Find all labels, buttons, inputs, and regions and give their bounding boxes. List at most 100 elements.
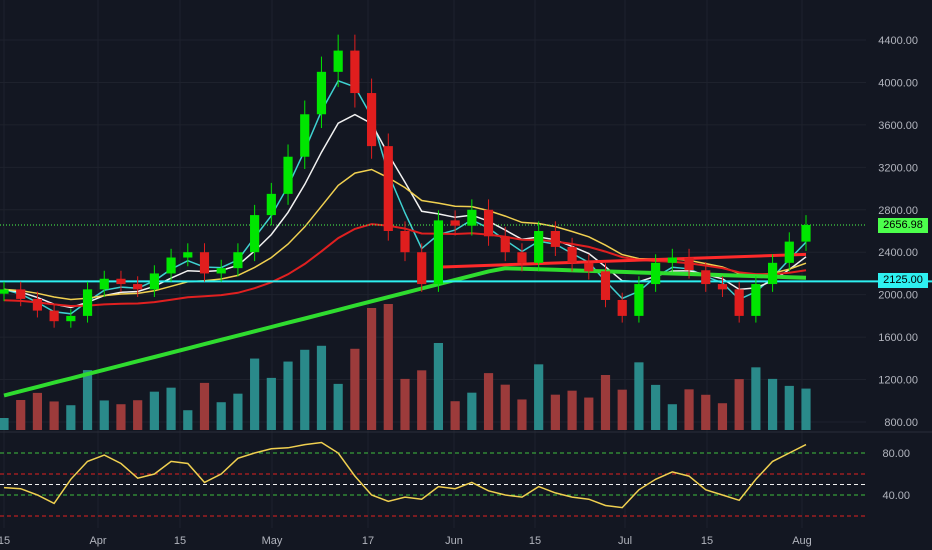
rsi-line[interactable] [3,441,807,509]
candle-body[interactable] [684,257,694,271]
volume-bar [617,389,627,430]
candle-body[interactable] [300,114,310,157]
time-tick-label: 15 [529,535,541,547]
price-tick-label: 4400.00 [878,35,918,47]
price-tick-label: 2400.00 [878,247,918,259]
volume-bar [99,400,109,430]
candle-body[interactable] [634,284,644,316]
last-price-label: 2656.98 [878,218,928,233]
candle-body[interactable] [133,284,143,290]
candle-body[interactable] [534,231,544,263]
volume-bar [66,405,76,430]
volume-bar [183,410,193,430]
price-tick-label: 2000.00 [878,290,918,302]
trendline[interactable] [438,252,807,269]
candle-body[interactable] [717,284,728,290]
volume-bar [517,399,527,430]
price-axis[interactable]: 4400.00 4000.00 3600.00 3200.00 2800.00 2400.… [878,35,918,429]
price-tick-label: 800.00 [884,417,918,429]
volume-bar [600,375,611,430]
volume-bar [149,391,159,430]
rsi-axis[interactable]: 80.00 40.00 [882,448,910,502]
volume-bar [199,382,210,430]
candle-body[interactable] [350,50,360,94]
candle-body[interactable] [400,231,410,253]
volume-bar [116,404,126,430]
candle-body[interactable] [149,273,159,290]
candle-body[interactable] [233,252,243,269]
candle-body[interactable] [82,289,93,316]
volume-bar [801,388,811,430]
candle-body[interactable] [617,299,627,316]
candle-body[interactable] [283,156,293,194]
candle-body[interactable] [99,278,109,290]
candle-body[interactable] [767,262,778,285]
volume-bar [634,362,644,430]
volume-bar [316,345,327,430]
rsi-tick-label: 80.00 [882,448,910,460]
time-tick-label: May [262,535,283,547]
candle-body[interactable] [500,236,510,253]
candle-body[interactable] [517,252,527,263]
time-tick-label: 17 [362,535,374,547]
candle-body[interactable] [16,289,26,299]
volume-bar [0,418,9,430]
candle-body[interactable] [600,271,611,300]
volume-bar [233,393,243,430]
candlesticks[interactable] [0,34,811,328]
sma-200-line [3,266,807,398]
candle-body[interactable] [417,252,427,285]
candle-body[interactable] [366,93,377,147]
candle-body[interactable] [701,270,711,285]
price-tick-label: 1200.00 [878,375,918,387]
rsi-pane[interactable] [0,441,866,517]
candle-body[interactable] [784,241,794,263]
candle-body[interactable] [333,50,343,72]
candle-body[interactable] [0,289,9,294]
candle-body[interactable] [66,315,76,322]
volume-bar [433,343,444,430]
candle-body[interactable] [183,252,193,258]
volume-bar [467,392,477,430]
volume-bar [333,383,343,430]
time-tick-label: Apr [89,535,106,547]
candle-body[interactable] [467,209,477,226]
support-price-label: 2125.00 [878,273,928,288]
candle-body[interactable] [651,262,661,285]
candle-body[interactable] [383,146,393,231]
candle-body[interactable] [450,220,460,226]
volume-bar [32,392,43,430]
candle-body[interactable] [32,298,43,311]
time-axis[interactable]: 15 Apr 15 May 17 Jun 15 Jul 15 Aug [0,535,812,547]
candle-body[interactable] [734,289,744,316]
volume-bar [784,385,794,430]
candle-body[interactable] [199,252,210,274]
candle-body[interactable] [266,193,276,216]
candle-body[interactable] [667,257,677,263]
candle-body[interactable] [483,209,494,237]
candle-body[interactable] [250,215,260,253]
candle-body[interactable] [49,310,59,322]
volume-bar [266,377,276,430]
candle-body[interactable] [166,257,176,274]
candle-body[interactable] [316,71,327,115]
candle-body[interactable] [584,262,594,272]
candle-body[interactable] [751,284,761,316]
price-tick-label: 3600.00 [878,120,918,132]
volume-bar [133,400,143,430]
volume-bar [701,394,711,430]
candle-body[interactable] [433,220,444,285]
candle-body[interactable] [550,231,560,247]
volume-bar [684,389,694,430]
candle-body[interactable] [567,246,577,263]
volume-bar [717,403,728,430]
volume-bar [667,404,677,430]
candle-body[interactable] [116,278,126,285]
candle-body[interactable] [216,268,226,274]
price-tick-label: 3200.00 [878,162,918,174]
time-tick-label: Aug [792,535,812,547]
volume-bar [166,387,176,430]
price-tick-label: 1600.00 [878,332,918,344]
candle-body[interactable] [801,224,811,242]
